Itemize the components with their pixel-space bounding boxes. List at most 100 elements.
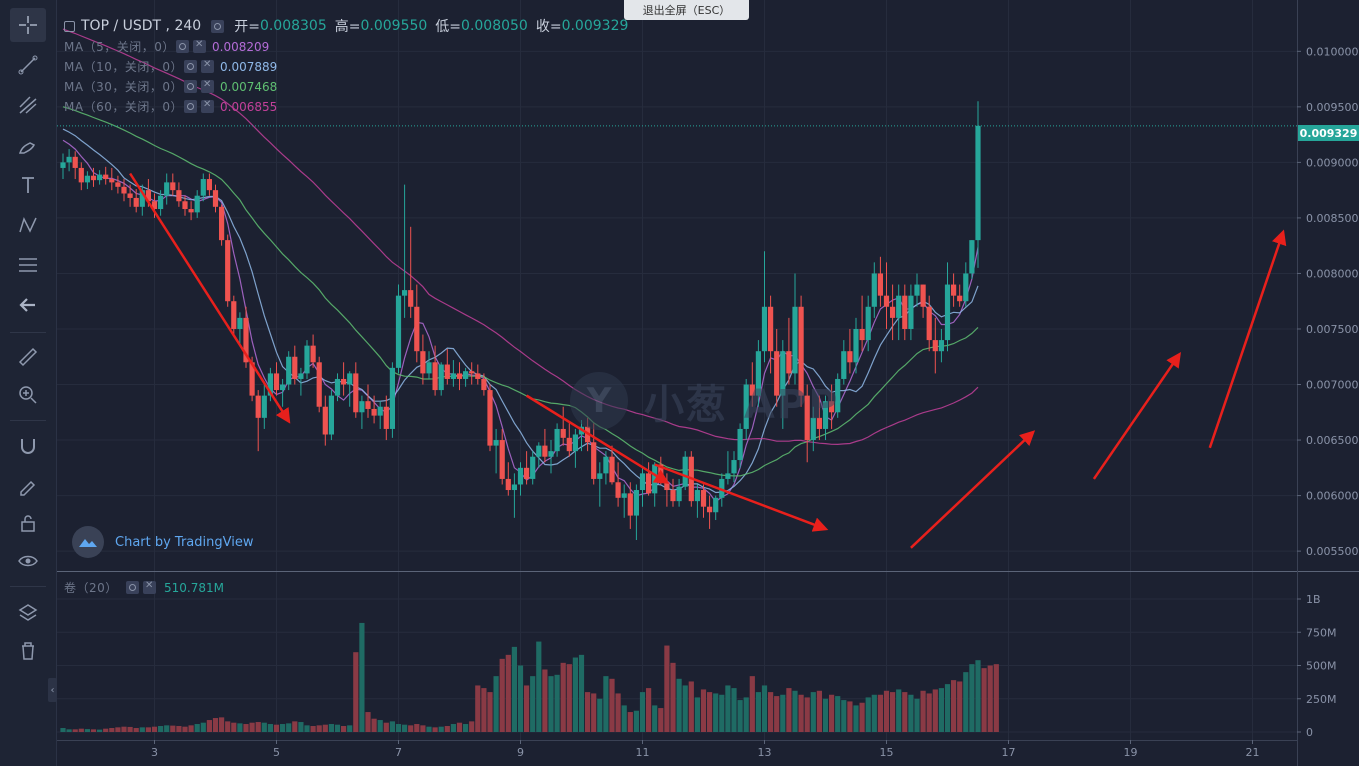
back-arrow-icon[interactable]	[10, 288, 46, 322]
volume-bar	[499, 658, 505, 732]
candle-body	[944, 284, 951, 341]
gear-icon[interactable]	[211, 19, 225, 33]
candle-body	[170, 182, 176, 191]
ma5-label: MA（5，关闭，0）	[64, 40, 175, 54]
volume-bar	[621, 705, 627, 732]
volume-bar	[694, 697, 700, 732]
volume-bar	[707, 692, 713, 732]
toolbar-divider	[10, 332, 46, 333]
candle-body	[316, 362, 322, 407]
candle-body	[749, 384, 755, 396]
ma10-label: MA（10，关闭，0）	[64, 60, 183, 74]
close-icon[interactable]	[193, 39, 206, 53]
candle-body	[798, 306, 804, 396]
candle-body	[835, 378, 841, 413]
candle-body	[932, 340, 938, 352]
volume-bar	[237, 723, 243, 732]
text-icon[interactable]	[10, 168, 46, 202]
close-icon[interactable]	[201, 59, 214, 73]
candle-body	[865, 306, 871, 341]
volume-bar	[914, 698, 920, 732]
candle-body	[60, 162, 66, 168]
trend-line-icon[interactable]	[10, 48, 46, 82]
time-tick-label: 19	[1124, 746, 1138, 759]
candle-body	[139, 190, 145, 207]
gear-icon[interactable]	[176, 40, 189, 53]
gear-icon[interactable]	[184, 80, 197, 93]
volume-bar	[774, 696, 780, 732]
volume-bar	[829, 694, 835, 732]
tradingview-credit[interactable]: Chart by TradingView	[72, 526, 253, 558]
volume-bar	[859, 702, 865, 732]
tradingview-credit-text: Chart by TradingView	[115, 534, 254, 550]
candle-body	[267, 373, 273, 396]
gear-icon[interactable]	[126, 581, 139, 594]
trend-arrow	[1092, 352, 1181, 480]
eye-icon[interactable]	[10, 544, 46, 578]
close-icon[interactable]	[143, 580, 156, 594]
fib-icon[interactable]	[10, 248, 46, 282]
candle-body	[627, 493, 633, 516]
candle-body	[847, 351, 853, 363]
magnet-icon[interactable]	[10, 430, 46, 464]
volume-bar	[249, 722, 255, 732]
collapse-toolbar-icon[interactable]: ‹	[48, 678, 57, 702]
symbol-name[interactable]: TOP / USDT	[81, 18, 162, 34]
candle-body	[969, 240, 975, 274]
candle-body	[877, 273, 883, 296]
volume-bar	[524, 685, 530, 732]
volume-bar	[505, 654, 511, 732]
candle-body	[560, 428, 566, 438]
candle-body	[920, 284, 926, 307]
candle-body	[182, 201, 188, 210]
candle-body	[200, 179, 206, 196]
tradingview-logo-icon	[72, 526, 104, 558]
candle-body	[365, 401, 371, 409]
time-tick-label: 3	[151, 746, 158, 759]
candle-body	[463, 371, 469, 379]
volume-bar	[402, 724, 408, 732]
volume-bar	[938, 688, 944, 732]
collapse-legend-icon[interactable]	[64, 20, 75, 32]
candle-body	[389, 367, 395, 429]
zoom-in-icon[interactable]	[10, 378, 46, 412]
close-icon[interactable]	[201, 79, 214, 93]
close-icon[interactable]	[201, 99, 214, 113]
gear-icon[interactable]	[184, 60, 197, 73]
volume-bar	[371, 718, 377, 732]
candle-body	[816, 417, 822, 429]
volume-bar	[841, 700, 847, 732]
candle-body	[322, 406, 328, 435]
crosshair-icon[interactable]	[10, 8, 46, 42]
volume-bar	[377, 720, 383, 732]
volume-bar	[206, 720, 212, 732]
volume-bar	[890, 692, 896, 732]
pattern-icon[interactable]	[10, 208, 46, 242]
exit-fullscreen-tip[interactable]: 退出全屏（ESC）	[624, 0, 749, 20]
pitchfork-icon[interactable]	[10, 88, 46, 122]
volume-bar	[944, 684, 951, 732]
volume-bar	[450, 724, 456, 732]
layers-icon[interactable]	[10, 596, 46, 630]
ma30-legend: MA（30，关闭，0） 0.007468	[64, 78, 277, 95]
volume-bar	[603, 676, 609, 732]
candle-body	[829, 401, 835, 413]
gear-icon[interactable]	[184, 100, 197, 113]
candle-body	[719, 478, 725, 498]
ruler-icon[interactable]	[10, 340, 46, 374]
trash-icon[interactable]	[10, 634, 46, 668]
candle-body	[237, 317, 243, 329]
volume-bar	[957, 681, 963, 732]
volume-bar	[90, 729, 97, 732]
candle-body	[896, 295, 902, 318]
volume-bar	[151, 726, 158, 732]
lock-drawing-icon[interactable]	[10, 468, 46, 502]
interval[interactable]: 240	[174, 18, 202, 34]
volume-bar	[743, 697, 749, 732]
candle-body	[194, 195, 200, 213]
candle-body	[871, 273, 877, 307]
volume-bar	[66, 729, 72, 732]
unlock-icon[interactable]	[10, 506, 46, 540]
brush-icon[interactable]	[10, 128, 46, 162]
